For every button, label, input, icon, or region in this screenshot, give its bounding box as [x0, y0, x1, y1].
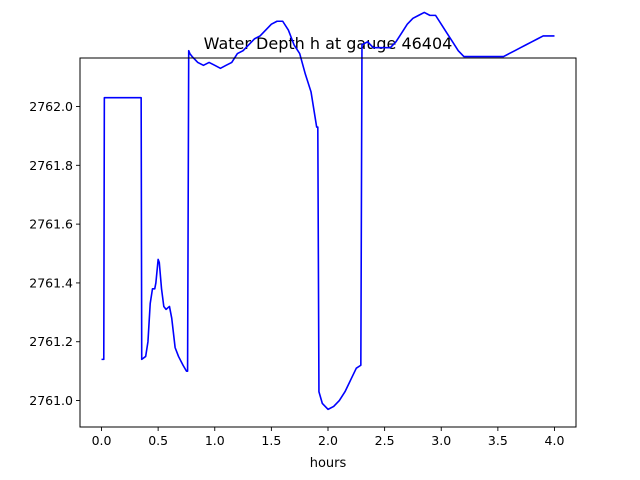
- y-tick-label: 2761.8: [29, 158, 73, 173]
- plot-area: [101, 11, 555, 411]
- x-tick-label: 2.0: [318, 433, 338, 448]
- chart-title: Water Depth h at gauge 46404: [204, 34, 453, 53]
- y-tick-label: 2761.2: [29, 334, 73, 349]
- x-tick-label: 2.5: [375, 433, 395, 448]
- x-axis-ticks: 0.0 0.5 1.0 1.5 2.0 2.5 3.0 3.5 4.0: [92, 427, 565, 448]
- y-tick-label: 2761.4: [29, 275, 73, 290]
- y-tick-label: 2761.0: [29, 393, 73, 408]
- x-tick-label: 3.0: [431, 433, 451, 448]
- x-tick-label: 1.0: [205, 433, 225, 448]
- y-axis-ticks: 2761.0 2761.2 2761.4 2761.6 2761.8 2762.0: [29, 99, 80, 408]
- y-tick-label: 2762.0: [29, 99, 73, 114]
- x-tick-label: 4.0: [545, 433, 565, 448]
- x-tick-label: 3.5: [488, 433, 508, 448]
- x-tick-label: 0.0: [92, 433, 112, 448]
- y-tick-label: 2761.6: [29, 217, 73, 232]
- series-line: [101, 11, 555, 411]
- x-tick-label: 1.5: [261, 433, 281, 448]
- x-tick-label: 0.5: [148, 433, 168, 448]
- x-axis-label: hours: [310, 456, 347, 471]
